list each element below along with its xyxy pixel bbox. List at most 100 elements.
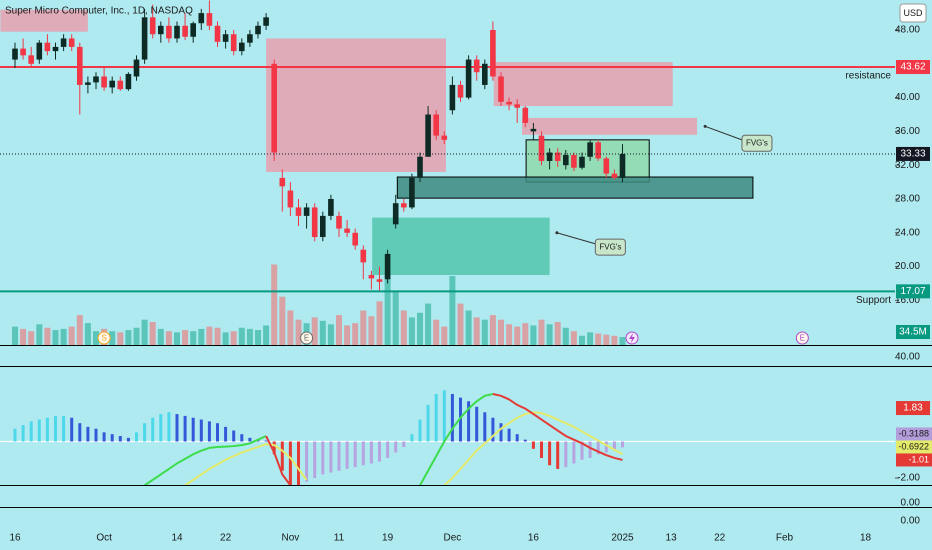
histogram-bar <box>621 441 624 448</box>
volume-bar <box>417 312 423 345</box>
x-tick-label: 22 <box>714 533 726 544</box>
volume-bar <box>360 310 367 345</box>
candle-body <box>587 142 593 157</box>
histogram-bar <box>297 441 300 485</box>
candle-body <box>344 228 350 233</box>
histogram-bar <box>248 437 252 442</box>
x-tick-label: Oct <box>96 533 112 544</box>
candle-body <box>12 48 18 60</box>
volume-bar <box>400 310 407 345</box>
currency[interactable]: USD <box>903 8 923 18</box>
volume-bar <box>570 331 577 345</box>
histogram-bar <box>135 432 138 442</box>
indicator-line <box>144 435 267 485</box>
x-tick-label: Feb <box>776 533 794 544</box>
histogram-bar <box>29 421 33 442</box>
currency-box[interactable] <box>899 3 927 23</box>
candle-body <box>571 155 577 168</box>
zone <box>372 217 550 276</box>
event-label[interactable]: S <box>101 334 106 343</box>
candle-body <box>498 76 504 102</box>
histogram-bar <box>21 425 25 442</box>
candle-body <box>190 23 196 37</box>
y-tick-label: 36.00 <box>895 126 920 137</box>
candle-body <box>522 107 529 123</box>
volume-bar <box>36 324 43 345</box>
histogram-bar <box>159 414 163 442</box>
candle-body <box>85 82 91 85</box>
volume-bar <box>60 328 67 345</box>
candle-body <box>506 101 512 105</box>
y-tick-label: 24.00 <box>895 227 920 238</box>
value-tag <box>896 453 932 467</box>
histogram-bar <box>62 415 66 442</box>
volume-bar <box>12 326 18 345</box>
histogram-bar <box>540 441 543 458</box>
event-label[interactable]: E <box>304 334 309 343</box>
histogram-bar <box>523 439 527 442</box>
candle-body <box>101 76 107 88</box>
volume-bar <box>595 333 602 345</box>
histogram-bar <box>604 441 608 453</box>
candle-body <box>368 275 375 279</box>
histogram-bar <box>86 426 90 442</box>
histogram-bar <box>386 441 390 458</box>
volume-bar <box>93 331 99 345</box>
x-tick-label: 22 <box>220 533 232 544</box>
candle-body <box>36 42 43 60</box>
volume-bar <box>392 292 399 345</box>
histogram-bar <box>118 436 122 442</box>
y-tick-label: 40.00 <box>895 92 920 103</box>
candle-body <box>409 177 415 208</box>
zone <box>266 38 446 172</box>
candle-body <box>603 158 610 174</box>
event-icon[interactable] <box>300 331 314 345</box>
histogram-bar <box>450 393 454 442</box>
histogram-bar <box>280 441 284 471</box>
volume-bar <box>481 319 488 345</box>
annotation: FVG's <box>746 138 768 147</box>
x-tick-label: Nov <box>282 533 300 544</box>
histogram-bar <box>305 441 309 482</box>
candle-body <box>182 25 188 37</box>
event-icon[interactable] <box>795 331 809 345</box>
histogram-bar <box>183 415 187 442</box>
candle-body <box>433 114 439 136</box>
annotation-anchor <box>555 231 559 235</box>
candle-body <box>441 135 448 140</box>
candle-body <box>619 153 626 178</box>
annotation-leader <box>556 232 597 245</box>
event-label[interactable]: E <box>800 334 805 343</box>
y-tick-label: 28.00 <box>895 194 920 205</box>
volume-bar <box>514 326 521 345</box>
histogram-bar <box>264 440 268 442</box>
histogram-bar <box>37 419 41 442</box>
candle-body <box>77 46 83 85</box>
last-price: 33.33 <box>900 149 925 160</box>
histogram-bar <box>394 441 398 453</box>
histogram-bar <box>78 423 82 442</box>
event-icon[interactable] <box>97 331 111 345</box>
level-tag <box>896 60 930 75</box>
candle-body <box>530 128 537 132</box>
zone <box>0 9 88 32</box>
y-tick-label: 20.00 <box>895 261 920 272</box>
candle-body <box>473 59 480 73</box>
volume-bar <box>295 319 302 345</box>
candle-body <box>376 279 383 282</box>
histogram-bar <box>240 434 244 442</box>
level-value: 17.07 <box>900 286 925 297</box>
candle-body <box>198 13 205 24</box>
histogram-bar <box>321 441 325 475</box>
volume-bar <box>368 316 375 345</box>
histogram-bar <box>110 434 114 442</box>
candle-body <box>279 177 286 187</box>
histogram-bar <box>175 414 179 442</box>
candle-body <box>149 17 156 35</box>
zone <box>396 176 754 199</box>
dividend-icon[interactable] <box>625 331 639 345</box>
volume-bar <box>489 315 496 345</box>
volume-bar <box>230 331 237 345</box>
